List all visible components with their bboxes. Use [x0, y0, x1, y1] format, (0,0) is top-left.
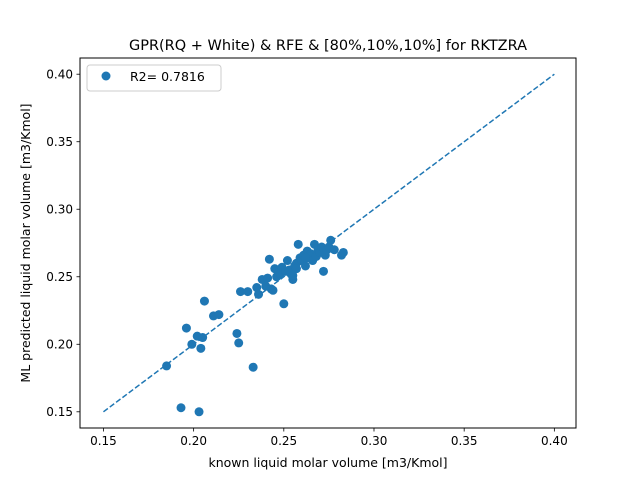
- data-point: [194, 407, 204, 417]
- data-point: [329, 245, 339, 255]
- data-point: [326, 235, 336, 245]
- y-axis-label: ML predicted liquid molar volume [m3/Kmo…: [18, 103, 33, 382]
- x-tick-label: 0.15: [90, 434, 117, 448]
- data-point: [318, 266, 328, 276]
- data-point: [162, 361, 172, 371]
- data-point: [291, 264, 301, 274]
- data-point: [181, 323, 191, 333]
- axes-frame: [79, 57, 577, 429]
- data-point: [264, 254, 274, 264]
- legend-box: [86, 64, 222, 92]
- plot-area: [102, 73, 555, 417]
- data-point: [338, 247, 348, 257]
- data-point: [300, 253, 310, 263]
- data-point: [214, 310, 224, 320]
- data-point: [282, 256, 292, 266]
- x-axis-ticks: 0.15 0.20 0.25 0.30 0.35 0.40: [90, 428, 568, 448]
- legend-marker: [101, 71, 111, 81]
- data-point: [176, 403, 186, 413]
- y-axis-ticks: 0.15 0.20 0.25 0.30 0.35 0.40: [46, 68, 80, 419]
- x-tick-label: 0.40: [541, 434, 568, 448]
- chart-title: GPR(RQ + White) & RFE & [80%,10%,10%] fo…: [129, 38, 527, 54]
- x-tick-label: 0.35: [451, 434, 478, 448]
- data-point: [252, 283, 262, 293]
- y-tick-label: 0.25: [46, 270, 73, 284]
- data-point: [187, 339, 197, 349]
- data-point: [300, 261, 310, 271]
- data-point: [248, 362, 258, 372]
- data-point: [234, 338, 244, 348]
- x-tick-label: 0.25: [270, 434, 297, 448]
- y-tick-label: 0.40: [46, 68, 73, 82]
- y-tick-label: 0.20: [46, 338, 73, 352]
- data-point: [199, 296, 209, 306]
- x-axis-label: known liquid molar volume [m3/Kmol]: [208, 455, 447, 470]
- data-point: [263, 273, 273, 283]
- y-tick-label: 0.15: [46, 405, 73, 419]
- y-tick-label: 0.35: [46, 135, 73, 149]
- data-point: [243, 287, 253, 297]
- x-tick-label: 0.30: [361, 434, 388, 448]
- data-points-layer: [162, 235, 348, 417]
- data-point: [232, 328, 242, 338]
- legend: R2= 0.7816: [86, 64, 222, 92]
- data-point: [268, 285, 278, 295]
- y-tick-label: 0.30: [46, 203, 73, 217]
- data-point: [198, 333, 208, 343]
- data-point: [293, 239, 303, 249]
- data-point: [279, 299, 289, 309]
- legend-label: R2= 0.7816: [130, 69, 205, 84]
- x-tick-label: 0.20: [180, 434, 207, 448]
- data-point: [196, 343, 206, 353]
- data-point: [254, 289, 264, 299]
- data-point: [236, 287, 246, 297]
- data-point: [288, 270, 298, 280]
